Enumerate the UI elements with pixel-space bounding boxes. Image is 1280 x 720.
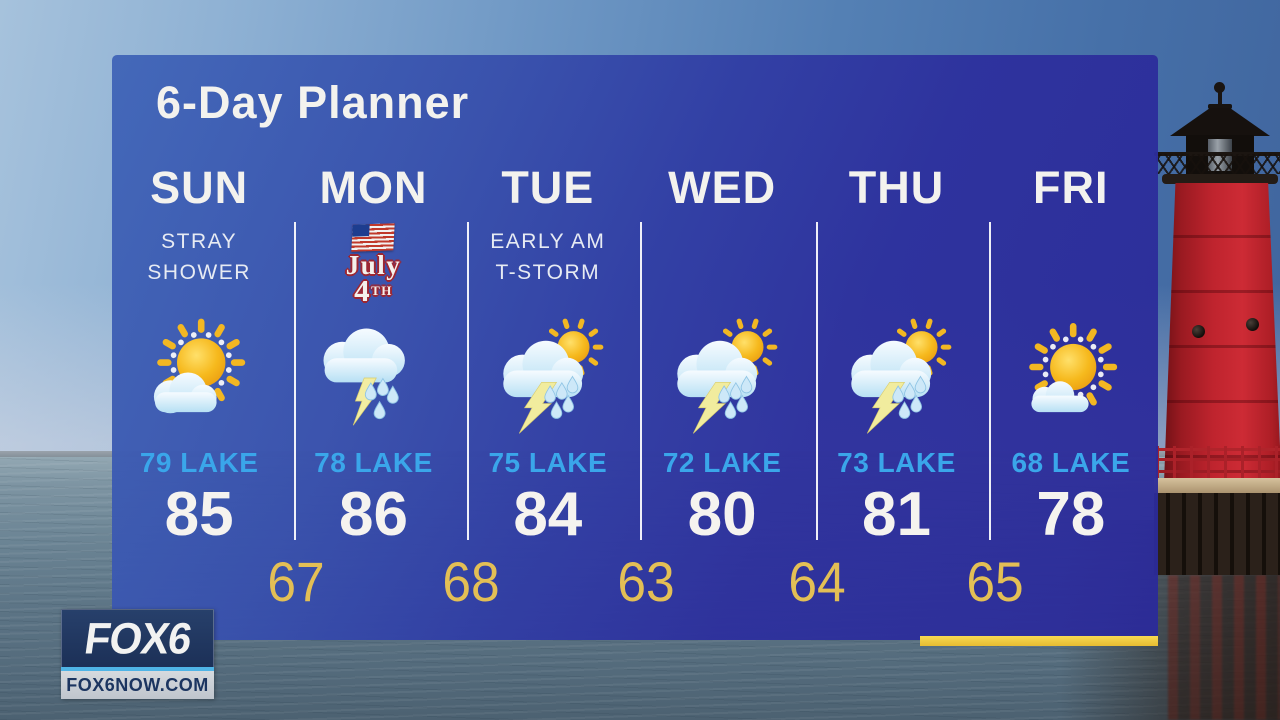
day-label: WED [668, 162, 777, 213]
day-label: TUE [501, 162, 595, 213]
condition-line: STRAY [161, 230, 238, 253]
day-label: THU [848, 162, 945, 213]
lake-temp: 75 LAKE [488, 447, 608, 478]
lighthouse-cap [1208, 104, 1232, 109]
july-4th-art: July 4TH [345, 223, 402, 306]
fox6-url-box: FOX6NOW.COM [61, 671, 214, 699]
mostly-sunny-icon [1005, 308, 1137, 448]
column-divider [816, 222, 818, 540]
high-temp: 80 [687, 480, 757, 549]
column-divider [640, 222, 642, 540]
pier-deck [1154, 478, 1280, 494]
thunderstorm-with-sun-icon [656, 308, 788, 448]
lake-temp: 79 LAKE [139, 447, 259, 478]
condition-text: STRAY SHOWER [147, 222, 251, 308]
holiday-suffix: TH [371, 283, 393, 298]
overnight-low-temp: 63 [617, 550, 675, 613]
holiday-graphic: July 4TH [346, 222, 402, 308]
lighthouse-finial-pole [1218, 90, 1222, 108]
day-label: MON [319, 162, 428, 213]
lake-temp: 72 LAKE [662, 447, 782, 478]
lighthouse-roof [1170, 108, 1270, 136]
column-divider [294, 222, 296, 540]
planner-panel: 6-Day Planner SUN STRAY SHOWER 79 LAKE 8… [112, 55, 1158, 640]
overnight-low-temp: 65 [966, 550, 1024, 613]
lighthouse-finial [1214, 82, 1225, 93]
day-label: FRI [1033, 162, 1109, 213]
rain-lightning-cloud-icon [307, 308, 439, 448]
overnight-low-temp: 67 [267, 550, 325, 613]
overnight-low-temp: 64 [788, 550, 846, 613]
column-divider [467, 222, 469, 540]
lighthouse-reflection [1168, 575, 1280, 720]
day-column-sun: SUN STRAY SHOWER 79 LAKE 85 [112, 160, 286, 552]
fox6-wordmark-box: FOX6 [61, 609, 214, 667]
logo-stripe [61, 667, 214, 671]
column-divider [989, 222, 991, 540]
day-column-mon: MON July 4TH 78 LAKE 86 [286, 160, 460, 552]
day-column-thu: THU 73 LAKE 81 [809, 160, 983, 552]
high-temp: 85 [164, 480, 234, 549]
fox6-wordmark: FOX6 [81, 613, 194, 663]
us-flag-icon [351, 223, 396, 252]
condition-line: T-STORM [495, 261, 601, 284]
fox6-logo: FOX6 FOX6NOW.COM [61, 609, 214, 699]
forecast-columns: SUN STRAY SHOWER 79 LAKE 85 MON July [112, 160, 1158, 552]
condition-line: EARLY AM [490, 230, 606, 253]
lighthouse-photo [1150, 80, 1280, 640]
high-temp: 84 [513, 480, 583, 549]
high-temp: 86 [339, 480, 408, 549]
pier-railing [1156, 446, 1280, 480]
porthole-icon [1246, 318, 1259, 331]
condition-line: SHOWER [147, 261, 251, 284]
high-temp: 78 [1036, 480, 1106, 549]
pier-pilings [1154, 493, 1280, 575]
porthole-icon [1192, 325, 1205, 338]
day-column-tue: TUE EARLY AM T-STORM 75 LAKE 84 [461, 160, 635, 552]
day-column-wed: WED 72 LAKE 80 [635, 160, 809, 552]
accent-bar [920, 636, 1158, 646]
day-column-fri: FRI 68 LAKE 78 [984, 160, 1158, 552]
flag-canton [352, 224, 371, 237]
holiday-number-digit: 4 [354, 273, 372, 308]
holiday-word: July [345, 250, 402, 280]
lighthouse-gallery-deck [1162, 174, 1278, 184]
lighthouse-gallery-lattice [1156, 154, 1280, 174]
high-temp: 81 [861, 480, 931, 549]
condition-text: EARLY AM T-STORM [490, 222, 605, 308]
thunderstorm-with-sun-icon [830, 308, 962, 448]
lake-temp: 78 LAKE [314, 447, 433, 478]
day-label: SUN [150, 162, 249, 213]
thunderstorm-with-sun-icon [482, 308, 614, 448]
lake-temp: 68 LAKE [1011, 447, 1131, 478]
lake-temp: 73 LAKE [837, 447, 956, 478]
holiday-number: 4TH [354, 275, 393, 306]
sun-behind-cloud-icon [133, 308, 265, 448]
fox6-url: FOX6NOW.COM [66, 674, 209, 695]
planner-title: 6-Day Planner [156, 77, 470, 128]
overnight-low-temp: 68 [442, 550, 500, 613]
